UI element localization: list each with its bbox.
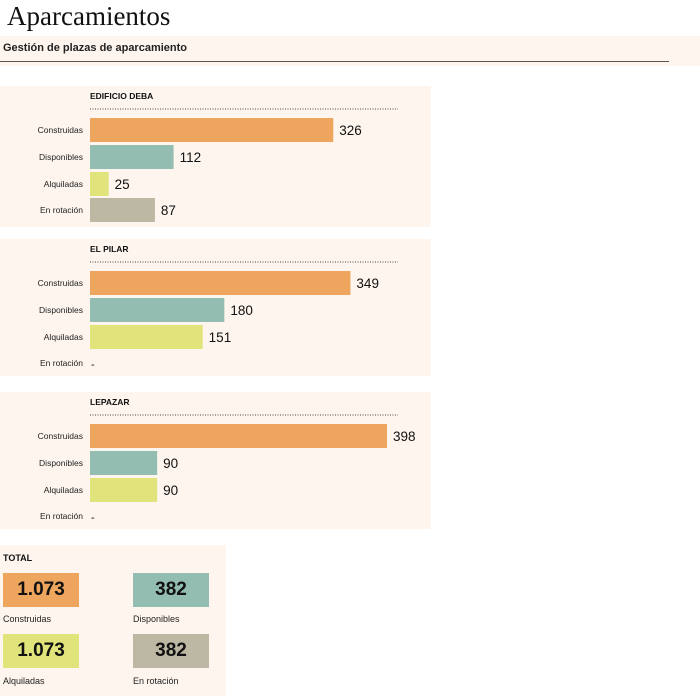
chart-title-el-pilar: EL PILAR: [90, 244, 129, 254]
bar-alquiladas: [90, 172, 109, 196]
total-en-rotacion-box: 382: [133, 634, 209, 668]
page-title: Aparcamientos: [7, 1, 171, 31]
bar-disponibles: [90, 451, 158, 475]
chart-lepazar: LEPAZAR Construidas 398 Disponibles 90 Alquil…: [38, 397, 416, 524]
category-label-disponibles: Disponibles: [39, 305, 83, 315]
bar-alquiladas: [90, 325, 203, 349]
chart-title-edificio-deba: EDIFICIO DEBA: [90, 91, 153, 101]
bar-construidas: [90, 118, 334, 142]
total-construidas-label: Construidas: [3, 614, 52, 624]
value-label-en-rotacion: -: [91, 512, 95, 524]
chart-title-lepazar: LEPAZAR: [90, 397, 130, 407]
total-disponibles-box: 382: [133, 573, 209, 607]
total-panel: [0, 545, 226, 696]
total-en-rotacion-label: En rotación: [133, 676, 179, 686]
category-label-en-rotacion: En rotación: [40, 205, 83, 215]
value-label-construidas: 326: [339, 123, 362, 138]
category-label-alquiladas: Alquiladas: [44, 485, 83, 495]
category-label-disponibles: Disponibles: [39, 152, 83, 162]
category-label-en-rotacion: En rotación: [40, 358, 83, 368]
bar-en-rotacion: [90, 198, 155, 222]
chart-panel-edificio-deba: EDIFICIO DEBA Construidas 326 Disponibles 11…: [0, 86, 431, 227]
category-label-construidas: Construidas: [38, 278, 83, 288]
chart-edificio-deba: EDIFICIO DEBA Construidas 326 Disponibles 11…: [38, 91, 398, 222]
total-alquiladas-box: 1.073: [3, 634, 79, 668]
chart-panel-lepazar: LEPAZAR Construidas 398 Disponibles 90 Alquil…: [0, 392, 431, 529]
category-label-construidas: Construidas: [38, 431, 83, 441]
total-title: TOTAL: [3, 553, 33, 563]
chart-el-pilar: EL PILAR Construidas 349 Disponibles 180 Alqu…: [38, 244, 398, 371]
value-label-en-rotacion: -: [91, 359, 95, 371]
value-label-alquiladas: 25: [115, 177, 130, 192]
category-label-alquiladas: Alquiladas: [44, 179, 83, 189]
bar-alquiladas: [90, 478, 158, 502]
category-label-alquiladas: Alquiladas: [44, 332, 83, 342]
value-label-disponibles: 112: [180, 150, 202, 165]
total-alquiladas-label: Alquiladas: [3, 676, 45, 686]
bar-disponibles: [90, 145, 174, 169]
category-label-disponibles: Disponibles: [39, 458, 83, 468]
bar-construidas: [90, 271, 351, 295]
category-label-en-rotacion: En rotación: [40, 511, 83, 521]
total-disponibles-label: Disponibles: [133, 614, 180, 624]
value-label-disponibles: 90: [163, 456, 178, 471]
bar-disponibles: [90, 298, 225, 322]
value-label-alquiladas: 151: [209, 330, 232, 345]
subtitle-divider: [0, 61, 669, 62]
bar-construidas: [90, 424, 387, 448]
total-construidas-box: 1.073: [3, 573, 79, 607]
chart-panel-el-pilar: EL PILAR Construidas 349 Disponibles 180 Alqu…: [0, 239, 431, 376]
value-label-construidas: 398: [393, 429, 416, 444]
category-label-construidas: Construidas: [38, 125, 83, 135]
value-label-alquiladas: 90: [163, 483, 178, 498]
value-label-en-rotacion: 87: [161, 203, 176, 218]
page-subtitle: Gestión de plazas de aparcamiento: [3, 42, 188, 54]
value-label-construidas: 349: [356, 276, 379, 291]
value-label-disponibles: 180: [230, 303, 253, 318]
